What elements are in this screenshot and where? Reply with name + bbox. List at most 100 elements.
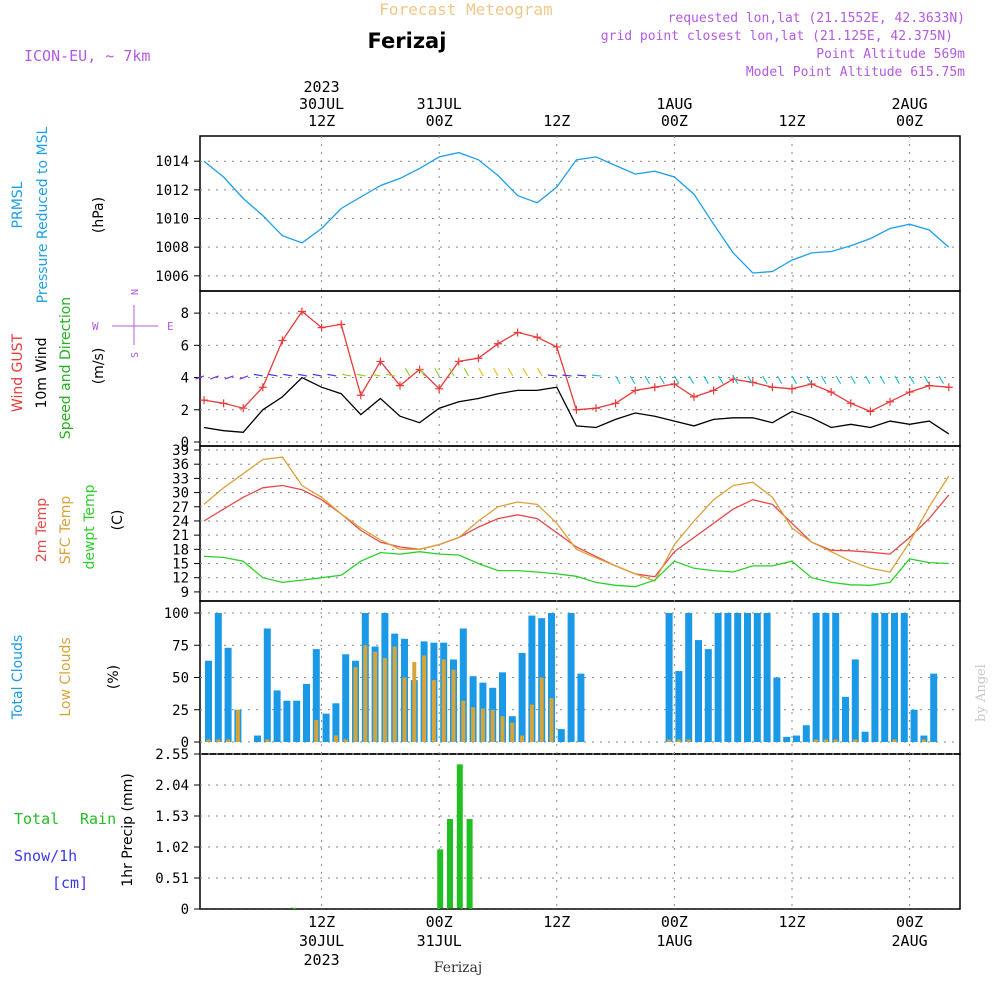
y-tick-label: 1010 [155,212,189,228]
total-cloud-bar [303,683,310,742]
wind-arrow [547,374,557,377]
total-cloud-bar [518,652,526,742]
low-cloud-bar [549,698,554,742]
gust-marker [454,357,463,366]
low-cloud-bar [314,720,319,742]
gust-marker [572,405,581,414]
wind-arrow [835,375,842,385]
wind-arrow [703,375,709,385]
precip-bars [200,764,960,910]
total-cloud-bar [744,613,751,742]
low-cloud-bar [510,722,515,742]
rain-bar [447,819,453,909]
y-tick-label: 6 [181,338,189,354]
total-cloud-bar [342,654,350,742]
total-cloud-bar [881,613,889,742]
top-axis-label: 1AUG [656,95,692,113]
y-tick-label: 0 [181,735,189,751]
total-cloud-bar [675,671,683,742]
gust-marker [435,384,444,393]
label-ms: (m/s) [91,348,107,385]
gust-marker [827,388,836,397]
low-cloud-bar [235,709,240,742]
gust-marker [317,323,326,332]
wind-arrow [591,374,601,377]
temp-line-0 [203,484,950,578]
total-cloud-bar [577,673,585,742]
wind-arrow [673,375,680,385]
low-cloud-bar [353,667,358,742]
y-tick-label: 75 [172,638,189,654]
total-cloud-bar [567,613,575,742]
bottom-axis-label: 00Z [426,913,453,931]
total-cloud-bar [332,703,340,742]
wind-arrow [478,367,484,377]
gust-marker [376,357,385,366]
low-cloud-bar [490,709,495,742]
low-cloud-bar [402,677,407,742]
total-cloud-bar [312,649,320,742]
total-cloud-bar [832,613,840,742]
top-axis-label: 12Z [778,112,805,130]
gust-marker [258,383,267,392]
wind-arrow [537,367,543,377]
requested-coords: requested lon,lat (21.1552E, 42.3633N) [668,11,965,26]
y-tick-label: 30 [172,486,189,502]
total-cloud-bar [783,736,791,742]
y-tick-label: 25 [172,703,189,719]
gust-marker [474,354,483,363]
gust-marker [356,391,365,400]
total-cloud-bar [861,731,869,742]
total-cloud-bar [273,690,281,742]
top-axis-label: 00Z [426,112,453,130]
wind-arrow [879,375,886,385]
label-rain: Rain [80,810,116,828]
total-cloud-bar [871,613,879,742]
temp-line-2 [203,551,949,588]
low-cloud-bar [686,739,691,742]
wind-arrow [791,375,798,385]
gust-marker [396,381,404,390]
y-tick-label: 36 [172,457,189,473]
top-axis-label: 12Z [308,112,335,130]
low-cloud-bar [333,735,338,742]
wind-arrow [850,375,856,385]
label-wind-gust: Wind GUST [10,333,26,412]
wind-arrow [419,367,426,377]
gust-marker [337,320,346,329]
total-cloud-bar [528,615,536,742]
label-low-clouds: Low Clouds [58,637,74,716]
low-cloud-bar [461,700,466,742]
wind-arrow [492,367,499,377]
low-cloud-bar [823,739,828,742]
total-cloud-bar [822,613,830,742]
wind-arrow [659,375,665,385]
total-cloud-bar [665,613,673,742]
gust-marker [768,383,777,392]
wind-arrow [562,374,572,377]
label-dewpt-temp: dewpt Temp [82,484,98,569]
y-tick-label: 8 [181,306,189,322]
y-tick-label: 27 [172,500,189,516]
footer-station: Ferizaj [434,960,482,976]
y-tick-label: 4 [181,371,189,387]
bottom-axis-label: 31JUL [417,932,462,950]
gust-marker [905,388,914,397]
gust-marker [219,399,228,408]
total-cloud-bar [224,647,232,742]
model-label: ICON-EU, ~ 7km [24,47,150,65]
y-tick-label: 2.55 [155,747,189,763]
low-cloud-bar [343,739,348,742]
total-cloud-bar [734,613,742,742]
label-precip: 1hr Precip (mm) [120,773,136,886]
y-tick-label: 18 [172,542,189,558]
wind-arrow [522,367,528,377]
low-cloud-bar [392,646,397,742]
gust-marker [592,404,600,413]
gust-marker [944,383,953,392]
top-axis-label: 2023 [304,78,340,96]
wind-arrow [909,375,915,385]
bottom-axis-label: 30JUL [299,932,344,950]
total-cloud-bar [891,613,898,742]
wind-arrow [717,375,724,385]
